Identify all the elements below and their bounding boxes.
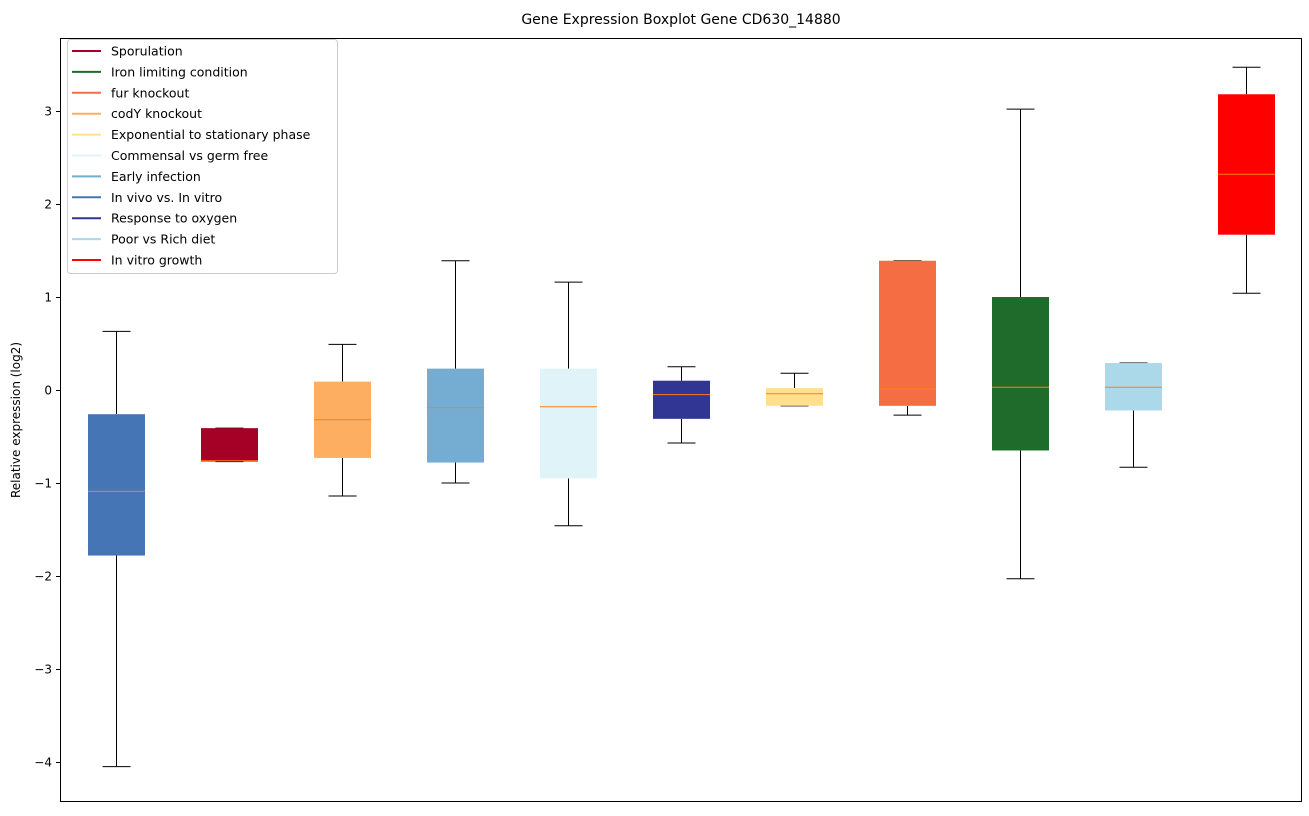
- box-cody-knockout: [314, 343, 371, 497]
- legend-item: Early infection: [72, 169, 201, 184]
- box-iron-limiting-condition: [992, 108, 1049, 580]
- box-body: [653, 380, 710, 419]
- y-axis: −4 −3 −2 −1 0 1 2 3: [34, 105, 60, 770]
- legend-item: In vivo vs. In vitro: [72, 190, 222, 205]
- legend-frame: [67, 39, 338, 274]
- legend-label: fur knockout: [111, 85, 189, 100]
- box-body: [201, 428, 258, 462]
- legend-label: Sporulation: [111, 44, 183, 59]
- legend-item: codY knockout: [72, 106, 202, 121]
- box-response-to-oxygen: [653, 366, 710, 444]
- y-tick-label: −3: [34, 663, 52, 677]
- box-body: [88, 414, 145, 556]
- legend-label: In vitro growth: [111, 253, 202, 268]
- box-body: [766, 388, 823, 406]
- legend-label: Response to oxygen: [111, 211, 237, 226]
- box-body: [992, 297, 1049, 451]
- box-in-vitro-growth: [1218, 66, 1275, 294]
- y-axis-label: Relative expression (log2): [9, 342, 23, 498]
- legend-item: Exponential to stationary phase: [72, 127, 311, 142]
- legend-label: codY knockout: [111, 106, 202, 121]
- box-fur-knockout: [879, 260, 936, 416]
- y-tick-label: 2: [44, 198, 52, 212]
- box-commensal-vs-germ-free: [540, 281, 597, 527]
- legend-item: Iron limiting condition: [72, 64, 248, 79]
- box-body: [879, 260, 936, 406]
- legend-label: Early infection: [111, 169, 201, 184]
- box-body: [427, 368, 484, 463]
- box-body: [1218, 94, 1275, 235]
- y-tick-label: 1: [44, 291, 52, 305]
- legend-item: fur knockout: [72, 85, 189, 100]
- y-tick-label: −1: [34, 477, 52, 491]
- box-exponential-to-stationary-phase: [766, 372, 823, 407]
- legend-label: Exponential to stationary phase: [111, 127, 311, 142]
- y-tick-label: −4: [34, 756, 52, 770]
- y-tick-label: 3: [44, 105, 52, 119]
- legend-item: Poor vs Rich diet: [72, 232, 215, 247]
- boxes-layer: [88, 66, 1275, 768]
- box-body: [540, 368, 597, 479]
- box-early-infection: [427, 260, 484, 484]
- legend-label: Poor vs Rich diet: [111, 232, 215, 247]
- box-poor-vs-rich-diet: [1105, 362, 1162, 468]
- y-tick-label: −2: [34, 570, 52, 584]
- legend-label: Iron limiting condition: [111, 64, 248, 79]
- plot-frame: [60, 38, 1302, 802]
- legend-label: Commensal vs germ free: [111, 148, 268, 163]
- legend-item: Commensal vs germ free: [72, 148, 268, 163]
- box-in-vivo-vs-in-vitro: [88, 330, 145, 768]
- legend-item: Response to oxygen: [72, 211, 237, 226]
- legend-item: Sporulation: [72, 44, 183, 59]
- y-tick-label: 0: [44, 384, 52, 398]
- box-sporulation: [201, 427, 258, 463]
- legend: Sporulation Iron limiting condition fur kn…: [67, 39, 338, 274]
- legend-label: In vivo vs. In vitro: [111, 190, 222, 205]
- chart-title: Gene Expression Boxplot Gene CD630_14880: [521, 12, 840, 28]
- legend-item: In vitro growth: [72, 253, 202, 268]
